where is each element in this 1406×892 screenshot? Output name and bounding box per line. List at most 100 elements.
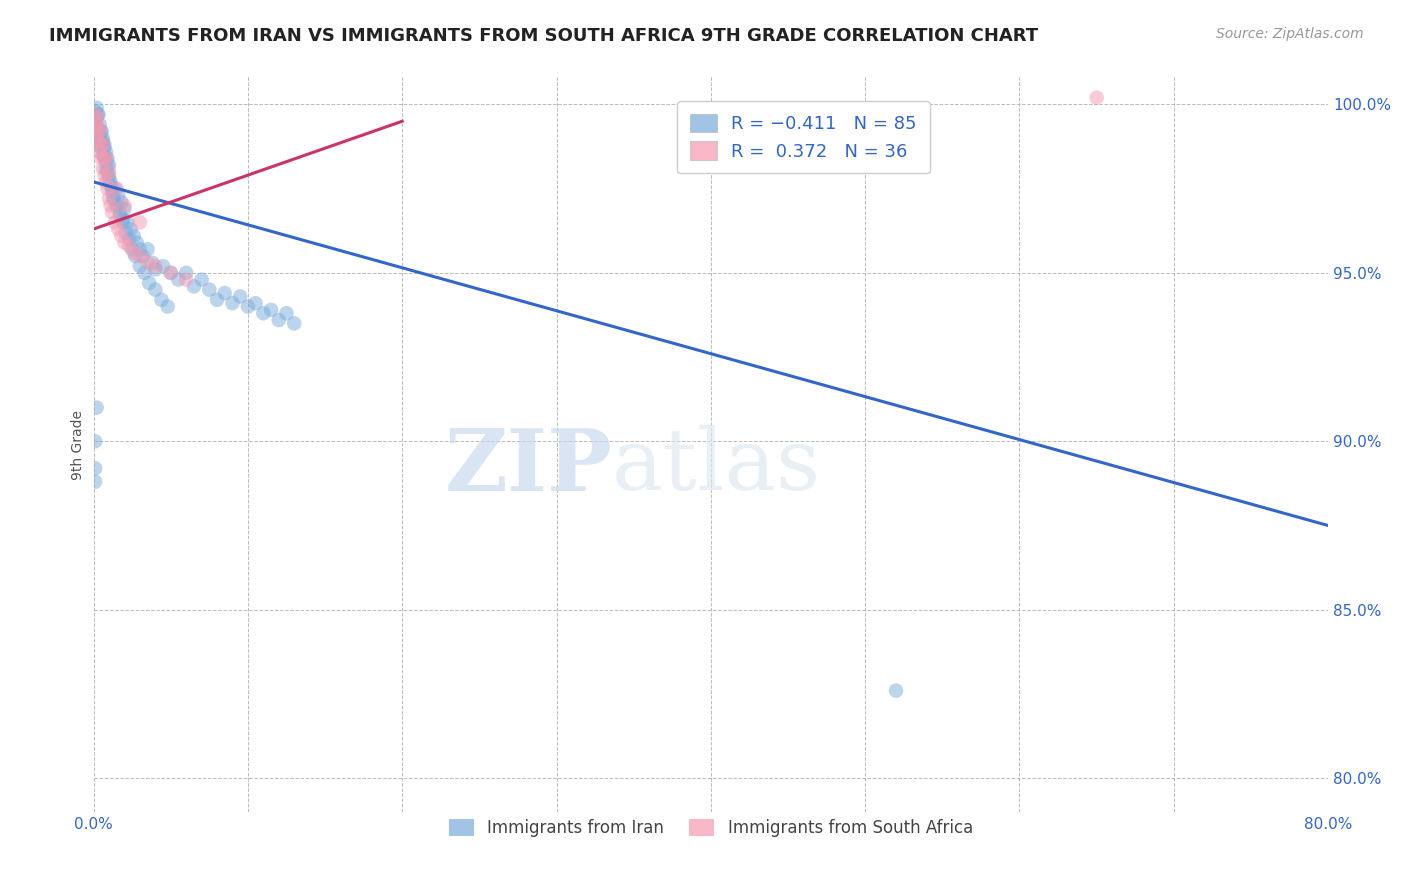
Point (89, 145, 111, 159)
Point (134, 266, 156, 280)
Y-axis label: 9th Grade: 9th Grade (72, 409, 86, 480)
Point (101, 185, 124, 199)
Point (267, 313, 290, 327)
Point (91, 137, 114, 152)
Point (138, 276, 160, 290)
Point (152, 259, 174, 273)
Point (124, 249, 146, 263)
Point (93, 141, 115, 155)
Point (110, 195, 132, 210)
Point (205, 293, 228, 307)
Point (105, 181, 128, 195)
Legend: Immigrants from Iran, Immigrants from South Africa: Immigrants from Iran, Immigrants from So… (443, 813, 980, 844)
Point (117, 215, 139, 229)
Point (136, 256, 159, 270)
Point (89, 124, 111, 138)
Point (252, 306, 274, 320)
Point (90, 124, 112, 138)
Point (98, 171, 121, 186)
Point (141, 256, 163, 270)
Point (100, 178, 122, 193)
Point (94, 151, 117, 165)
Point (96, 181, 118, 195)
Point (115, 226, 138, 240)
Point (120, 222, 142, 236)
Point (143, 259, 166, 273)
Point (87, 128, 110, 142)
Point (101, 181, 124, 195)
Point (150, 293, 173, 307)
Text: IMMIGRANTS FROM IRAN VS IMMIGRANTS FROM SOUTH AFRICA 9TH GRADE CORRELATION CHART: IMMIGRANTS FROM IRAN VS IMMIGRANTS FROM … (49, 27, 1039, 45)
Point (84, 104, 107, 119)
Point (93, 168, 115, 182)
Point (89, 131, 111, 145)
Point (89, 137, 111, 152)
Point (183, 279, 205, 293)
Point (114, 198, 136, 212)
Point (84, 461, 107, 475)
Text: Source: ZipAtlas.com: Source: ZipAtlas.com (1216, 27, 1364, 41)
Point (93, 137, 115, 152)
Point (90, 137, 112, 152)
Point (198, 283, 221, 297)
Point (84, 434, 107, 449)
Point (167, 272, 190, 286)
Point (87, 120, 110, 135)
Point (108, 205, 131, 219)
Point (111, 211, 134, 226)
Point (90, 124, 112, 138)
Point (174, 266, 197, 280)
Point (96, 158, 118, 172)
Point (276, 306, 298, 320)
Point (143, 283, 166, 297)
Point (87, 107, 110, 121)
Point (93, 151, 115, 165)
Point (90, 141, 112, 155)
Point (128, 242, 150, 256)
Point (94, 145, 117, 159)
Point (103, 192, 125, 206)
Point (174, 272, 197, 286)
Point (98, 192, 121, 206)
Point (86, 401, 108, 415)
Point (128, 215, 150, 229)
Point (114, 202, 136, 216)
Point (91, 135, 114, 149)
Point (214, 286, 236, 301)
Point (122, 228, 145, 243)
Point (884, 683, 907, 698)
Point (101, 205, 124, 219)
Point (111, 215, 134, 229)
Point (132, 249, 155, 263)
Point (221, 296, 243, 310)
Point (118, 239, 141, 253)
Point (86, 118, 108, 132)
Point (86, 128, 108, 142)
Point (96, 151, 118, 165)
Point (283, 317, 305, 331)
Point (89, 118, 111, 132)
Point (94, 175, 117, 189)
Point (100, 175, 122, 189)
Point (118, 232, 141, 246)
Point (121, 242, 143, 256)
Point (86, 111, 108, 125)
Point (98, 158, 121, 172)
Point (159, 266, 181, 280)
Point (105, 198, 128, 212)
Point (90, 151, 112, 165)
Point (107, 222, 129, 236)
Text: ZIP: ZIP (444, 425, 612, 508)
Point (229, 289, 252, 303)
Point (84, 107, 107, 121)
Point (100, 198, 122, 212)
Point (260, 302, 283, 317)
Point (98, 168, 121, 182)
Point (107, 188, 129, 202)
Point (245, 296, 267, 310)
Point (128, 259, 150, 273)
Point (136, 242, 159, 256)
Point (143, 262, 166, 277)
Point (91, 148, 114, 162)
Point (108, 209, 131, 223)
